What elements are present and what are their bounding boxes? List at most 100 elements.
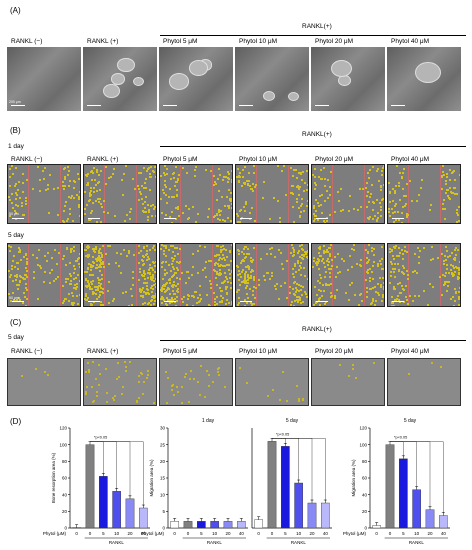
cell-dot	[146, 287, 149, 290]
cell-dot	[452, 187, 455, 190]
stained-cell	[111, 397, 114, 400]
cell-dot	[392, 267, 395, 270]
cell-dot	[165, 168, 168, 171]
cell-dot	[141, 209, 144, 212]
column-header-5: Phytol 20 μM	[315, 348, 354, 355]
cell-dot	[190, 294, 193, 297]
cell-dot	[68, 208, 71, 211]
cell-dot	[270, 246, 273, 249]
cell-dot	[95, 170, 98, 173]
cell-dot	[165, 271, 168, 274]
cell-dot	[160, 296, 163, 299]
scale-bar	[163, 105, 177, 106]
cell-dot	[222, 245, 225, 248]
bar-3	[399, 458, 408, 529]
cell-dot	[239, 272, 242, 275]
cell-dot	[224, 205, 227, 208]
stained-cell	[121, 392, 124, 395]
cell-dot	[294, 291, 297, 294]
cell-dot	[86, 285, 89, 288]
cell-dot	[245, 253, 248, 256]
cell-dot	[194, 166, 197, 169]
cell-dot	[251, 293, 254, 296]
cell-dot	[454, 186, 456, 189]
cell-dot	[94, 199, 97, 202]
cell-dot	[406, 269, 408, 272]
x-tick-label: 20	[309, 531, 315, 536]
cell-dot	[87, 263, 90, 266]
cell-dot	[447, 255, 450, 258]
cell-dot	[396, 165, 399, 168]
cell-dot	[324, 302, 327, 305]
cell-dot	[227, 206, 230, 209]
cell-dot	[154, 300, 156, 303]
cell-dot	[160, 297, 163, 300]
cell-dot	[392, 254, 395, 257]
cell-dot	[320, 193, 323, 196]
cell-dot	[445, 259, 448, 262]
cell-dot	[454, 254, 457, 257]
cell-dot	[14, 183, 17, 186]
cell-dot	[8, 199, 11, 202]
cell-dot	[165, 303, 168, 306]
cell-dot	[69, 280, 72, 282]
cell-dot	[458, 266, 460, 269]
cell-dot	[145, 196, 148, 199]
cell-dot	[292, 174, 295, 177]
cell-dot	[102, 261, 105, 264]
cell-dot	[210, 287, 213, 290]
cell-dot	[84, 298, 87, 301]
cell-dot	[24, 273, 27, 276]
cell-dot	[290, 300, 293, 303]
stained-cell	[266, 395, 269, 398]
stained-cell	[183, 375, 186, 378]
cell-dot	[214, 254, 216, 257]
cell-dot	[148, 301, 150, 304]
stained-cell	[176, 390, 179, 393]
cell-dot	[11, 165, 14, 168]
cell-dot	[317, 299, 320, 302]
cell-dot	[236, 212, 239, 215]
cell-dot	[147, 292, 150, 295]
cell-dot	[33, 277, 36, 280]
cell-dot	[230, 282, 232, 285]
cell-dot	[219, 248, 222, 251]
rankl-label: RANKL	[207, 540, 223, 545]
cell-dot	[87, 173, 90, 176]
cell-dot	[357, 304, 360, 306]
cell-dot	[86, 267, 89, 270]
cell-dot	[137, 184, 140, 187]
cell-dot	[325, 220, 328, 223]
cell-dot	[155, 171, 156, 174]
cell-dot	[380, 185, 383, 188]
cell-dot	[56, 275, 59, 278]
cell-dot	[240, 275, 243, 278]
cell-dot	[231, 179, 232, 182]
cell-dot	[432, 286, 435, 289]
cell-dot	[147, 276, 150, 279]
cell-dot	[140, 184, 143, 187]
cell-dot	[162, 245, 165, 248]
cell-dot	[450, 252, 453, 255]
cell-dot	[17, 250, 20, 253]
stained-cell	[217, 366, 220, 369]
cell-dot	[64, 298, 67, 301]
cell-dot	[370, 287, 373, 290]
cell-dot	[18, 283, 21, 286]
cell-dot	[151, 298, 154, 301]
cell-dot	[97, 282, 100, 285]
cell-dot	[95, 189, 98, 192]
cell-dot	[416, 272, 419, 275]
stained-cell	[238, 366, 241, 369]
cell-dot	[327, 258, 330, 261]
cell-dot	[9, 249, 12, 252]
cell-dot	[131, 277, 134, 280]
cell-dot	[249, 277, 252, 280]
cell-dot	[169, 216, 172, 219]
cell-dot	[26, 270, 29, 273]
cell-dot	[301, 254, 304, 257]
cell-dot	[199, 298, 202, 301]
cell-dot	[163, 171, 165, 174]
cell-dot	[290, 191, 293, 194]
cell-dot	[143, 290, 146, 293]
